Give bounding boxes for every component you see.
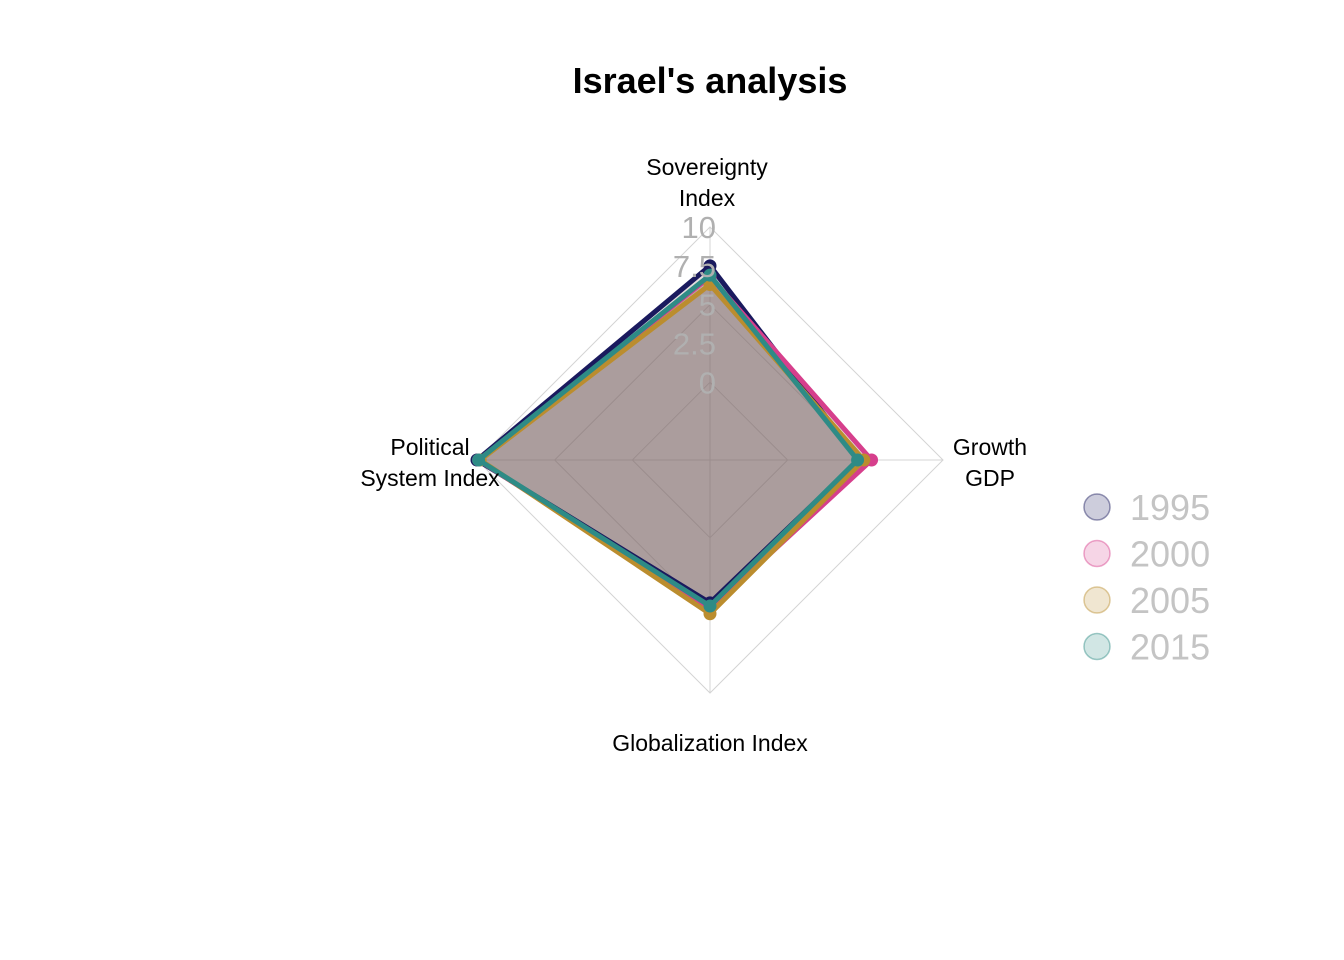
legend-item: 2000 [1083, 534, 1210, 575]
series-area-1995 [477, 265, 860, 603]
radial-tick-label: 2.5 [673, 327, 716, 362]
axis-label: Growth GDP [953, 434, 1027, 491]
legend-label: 2015 [1130, 627, 1210, 668]
data-point [703, 268, 717, 282]
legend-label: 2000 [1130, 534, 1210, 575]
legend-label: 1995 [1130, 487, 1210, 528]
data-point [703, 259, 717, 273]
legend: 1995 2000 2005 2015 [1083, 487, 1210, 668]
legend-swatch [1083, 632, 1111, 661]
radial-tick-label: 7.5 [673, 249, 716, 284]
data-point [472, 453, 486, 467]
axis-label: Political System Index [360, 434, 500, 491]
data-point [851, 453, 865, 467]
legend-swatch [1083, 539, 1111, 568]
radial-tick-layer: 02.5 5 7.5 10 [673, 210, 716, 400]
axis-label: Sovereignty Index [646, 154, 768, 211]
radial-tick-label: 10 [682, 210, 716, 245]
legend-item: 2015 [1083, 627, 1210, 668]
legend-label: 2005 [1130, 580, 1210, 621]
data-point [703, 599, 717, 613]
axis-label-layer: Sovereignty Index Growth GDP Globalization I… [360, 154, 1027, 756]
series-area-2015 [478, 275, 858, 607]
radial-tick-label: 0 [699, 365, 716, 400]
axis-label: Globalization Index [612, 730, 808, 756]
series-2015 [472, 268, 865, 613]
series-layer [470, 259, 879, 621]
legend-swatch [1083, 586, 1111, 614]
legend-item: 2005 [1083, 580, 1210, 621]
series-area-2005 [480, 284, 864, 614]
chart-title: Israel's analysis [573, 60, 848, 101]
radial-tick-label: 5 [699, 288, 716, 323]
legend-item: 1995 [1083, 487, 1210, 528]
legend-swatch [1083, 493, 1111, 521]
filled-area-layer [477, 265, 872, 614]
